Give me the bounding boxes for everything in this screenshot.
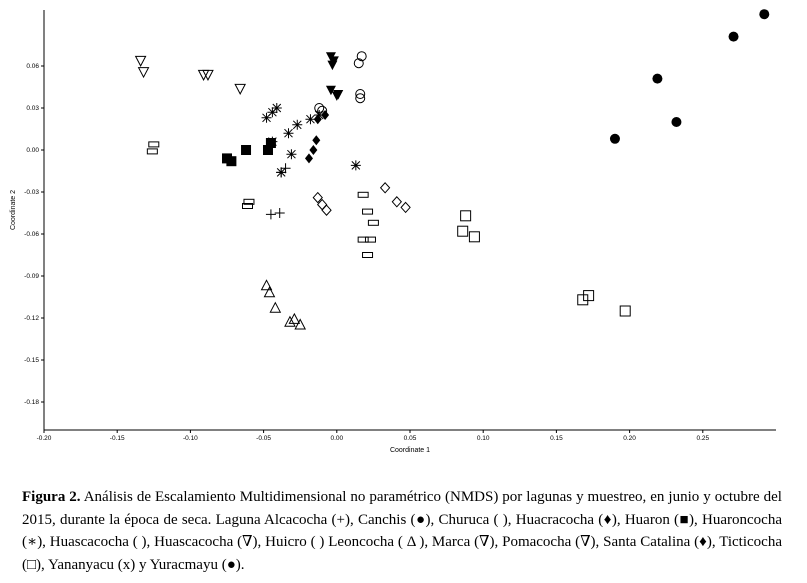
asterisk-marker <box>305 114 316 125</box>
down-triangle-marker <box>234 83 247 95</box>
small-rect-marker <box>362 208 374 215</box>
small-rect-marker <box>243 198 255 205</box>
x-tick-label: -0.10 <box>183 435 198 442</box>
y-tick-label: -0.15 <box>24 357 39 364</box>
asterisk-marker <box>314 110 325 120</box>
down-triangle-marker <box>137 67 150 79</box>
filled-square-marker <box>241 145 252 155</box>
filled-down-triangle-marker <box>325 85 336 96</box>
y-tick-label: 0.06 <box>26 63 39 70</box>
small-rect-marker <box>241 203 253 209</box>
open-triangle-marker <box>284 315 296 327</box>
plot-axes: -0.20 -0.15 -0.10 -0.05 0.00 0.05 0.10 0.15 0.20… <box>24 10 776 442</box>
x-tick-label: 0.00 <box>330 435 343 442</box>
open-square-marker <box>583 290 595 302</box>
small-rect-marker <box>362 252 374 258</box>
open-diamond-marker <box>391 196 402 208</box>
asterisk-marker <box>283 128 294 139</box>
open-square-marker <box>619 305 631 317</box>
small-rect-marker <box>357 236 369 243</box>
open-square-marker <box>468 231 480 243</box>
plot-markers <box>134 9 770 330</box>
open-circle-marker <box>355 89 366 99</box>
plus-marker <box>274 208 285 218</box>
filled-diamond-marker <box>309 145 318 155</box>
filled-down-triangle-marker <box>327 60 338 71</box>
open-diamond-marker <box>321 204 332 216</box>
open-triangle-marker <box>294 318 307 330</box>
x-tick-label: 0.05 <box>404 435 417 442</box>
asterisk-marker <box>267 136 278 147</box>
filled-circle-marker <box>652 73 663 84</box>
open-circle-marker <box>355 93 366 104</box>
open-square-marker <box>577 294 589 306</box>
open-diamond-marker <box>400 201 411 214</box>
y-axis-label: Coordinate 2 <box>10 190 17 230</box>
filled-down-triangle-marker <box>333 90 344 100</box>
open-triangle-marker <box>260 279 273 291</box>
filled-circle-marker <box>728 31 739 42</box>
small-rect-marker <box>148 141 160 148</box>
y-tick-label: 0.03 <box>26 105 39 112</box>
filled-diamond-marker <box>304 153 313 164</box>
small-rect-marker <box>146 148 158 155</box>
open-triangle-marker <box>288 312 301 324</box>
x-tick-label: -0.05 <box>256 435 271 442</box>
asterisk-marker <box>350 160 361 171</box>
y-tick-label: -0.03 <box>24 189 39 196</box>
open-circle-marker <box>356 51 367 62</box>
y-tick-label: 0.00 <box>26 147 39 154</box>
x-tick-label: 0.25 <box>696 435 709 442</box>
open-diamond-marker <box>312 191 323 204</box>
filled-diamond-marker <box>321 110 330 120</box>
open-triangle-marker <box>269 301 282 313</box>
x-tick-label: -0.20 <box>37 435 52 442</box>
caption-text: Análisis de Escalamiento Multidimensiona… <box>22 489 782 573</box>
y-tick-label: -0.12 <box>24 315 39 322</box>
asterisk-marker <box>271 103 282 113</box>
plus-marker <box>280 163 291 174</box>
x-tick-label: 0.15 <box>550 435 563 442</box>
open-square-marker <box>457 225 469 237</box>
filled-diamond-marker <box>312 135 321 146</box>
filled-circle-marker <box>759 9 770 20</box>
x-tick-label: -0.15 <box>110 435 125 442</box>
open-circle-marker <box>353 58 364 69</box>
down-triangle-marker <box>202 69 214 81</box>
open-diamond-marker <box>379 182 391 194</box>
y-tick-label: -0.06 <box>24 231 39 238</box>
small-rect-marker <box>367 219 379 226</box>
x-tick-label: 0.10 <box>477 435 490 442</box>
asterisk-marker <box>267 107 278 118</box>
small-rect-marker <box>364 236 376 243</box>
filled-square-marker <box>226 156 237 167</box>
figure-caption: Figura 2. Análisis de Escalamiento Multi… <box>22 486 782 576</box>
small-rect-marker <box>357 191 369 198</box>
filled-square-marker <box>262 145 273 155</box>
asterisk-marker <box>261 112 272 123</box>
asterisk-marker <box>292 119 303 130</box>
y-tick-label: -0.18 <box>24 399 39 406</box>
filled-circle-marker <box>671 117 682 127</box>
asterisk-marker <box>286 149 297 160</box>
down-triangle-marker <box>134 55 147 67</box>
x-tick-label: 0.20 <box>623 435 636 442</box>
filled-diamond-marker <box>313 114 322 125</box>
asterisk-marker <box>276 167 287 178</box>
filled-circle-marker <box>609 133 620 144</box>
caption-label: Figura 2. <box>22 489 81 505</box>
y-tick-label: -0.09 <box>24 273 39 280</box>
plus-marker <box>265 209 276 220</box>
open-square-marker <box>460 210 472 222</box>
open-triangle-marker <box>263 286 276 298</box>
x-axis-label: Coordinate 1 <box>390 447 430 454</box>
nmds-scatter-plot: -0.20 -0.15 -0.10 -0.05 0.00 0.05 0.10 0.15 0.20… <box>10 9 776 454</box>
